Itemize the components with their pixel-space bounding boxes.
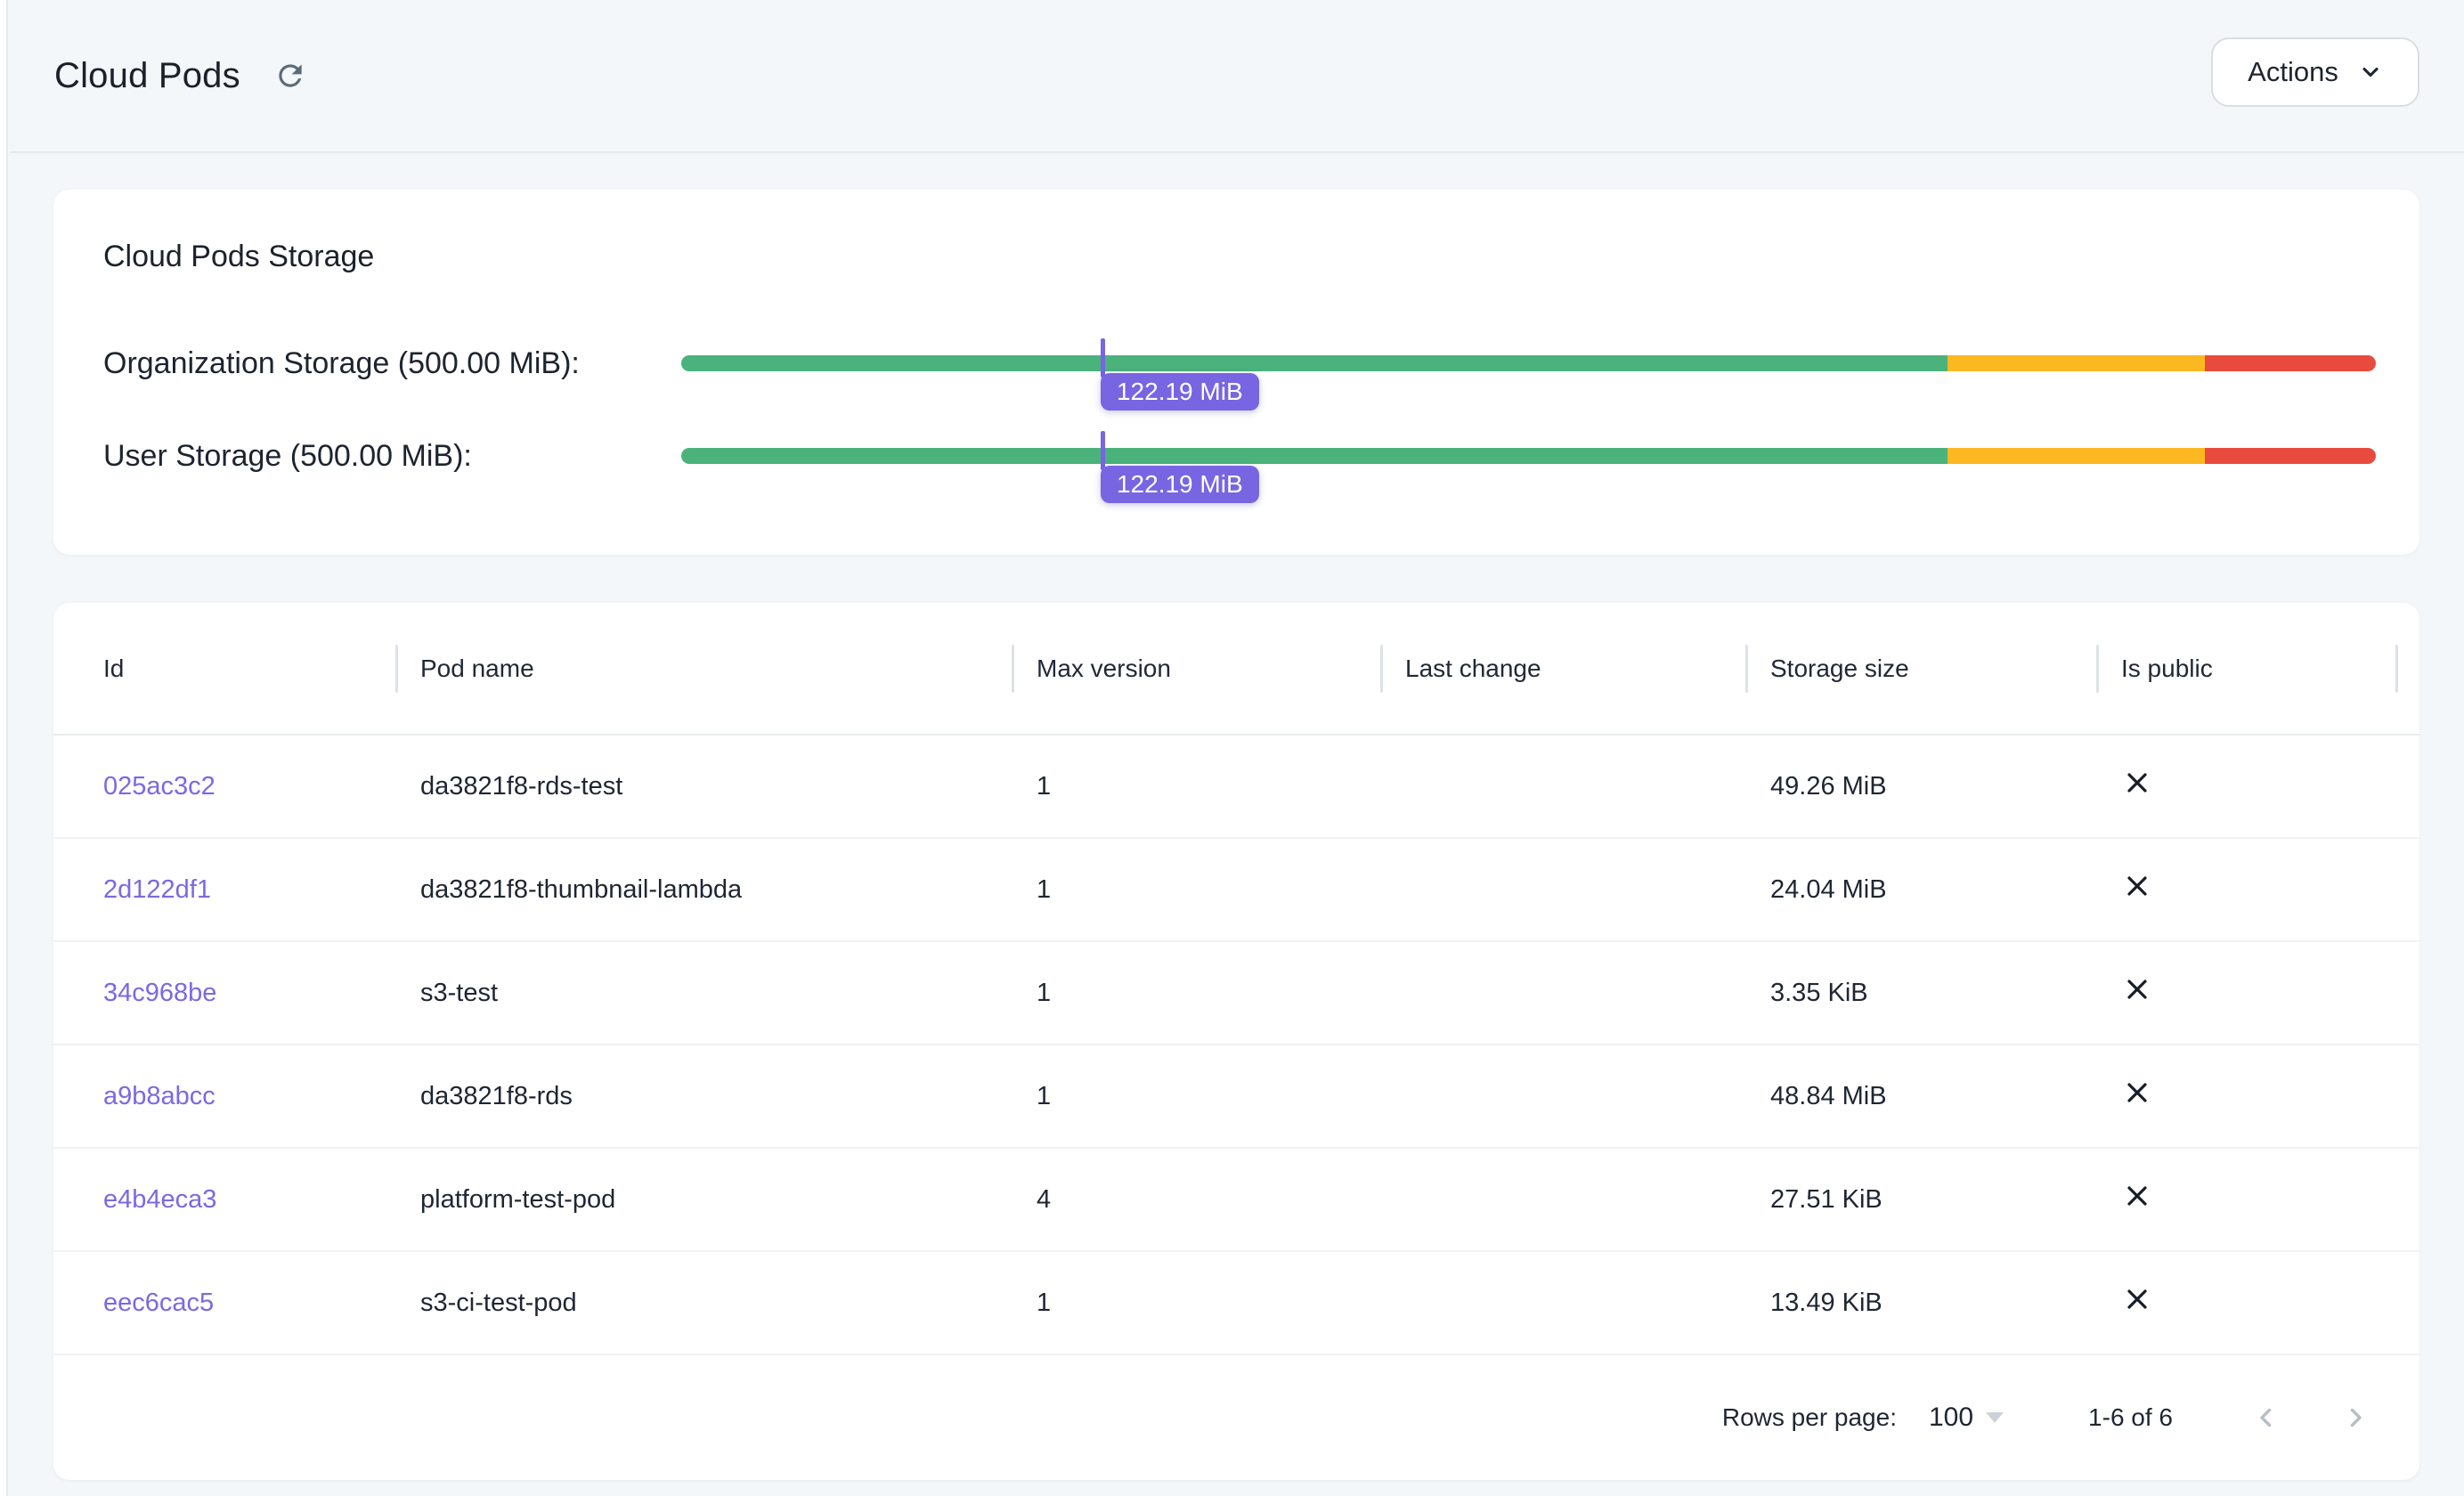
- gauge-red-segment: [2204, 448, 2376, 464]
- table-row: 34c968be s3-test 1 3.35 KiB: [53, 942, 2419, 1045]
- chevron-right-icon: [2340, 1402, 2370, 1433]
- max-version-cell: 1: [1037, 874, 1052, 904]
- pod-name-cell: s3-test: [420, 978, 499, 1007]
- table-row: eec6cac5 s3-ci-test-pod 1 13.49 KiB: [53, 1252, 2419, 1355]
- storage-gauge-track: [681, 355, 2376, 371]
- storage-size-cell: 3.35 KiB: [1770, 978, 1868, 1007]
- pod-id-link[interactable]: eec6cac5: [103, 1288, 215, 1317]
- column-header-max-version: Max version: [1012, 654, 1380, 683]
- gauge-green-segment: [681, 448, 1948, 464]
- pod-id-link[interactable]: e4b4eca3: [103, 1184, 217, 1214]
- column-header-is-public: Is public: [2096, 654, 2419, 683]
- cloud-pods-storage-card: Cloud Pods Storage Organization Storage …: [53, 190, 2419, 555]
- pod-name-cell: da3821f8-rds-test: [420, 771, 623, 801]
- pod-id-link[interactable]: 025ac3c2: [103, 771, 215, 801]
- organization-storage-label: Organization Storage (500.00 MiB):: [103, 346, 580, 380]
- pod-id-link[interactable]: 2d122df1: [103, 874, 211, 904]
- not-public-close-icon: [2121, 1283, 2153, 1315]
- actions-button[interactable]: Actions: [2211, 37, 2419, 107]
- previous-page-button[interactable]: [2249, 1400, 2284, 1435]
- table-row: e4b4eca3 platform-test-pod 4 27.51 KiB: [53, 1149, 2419, 1252]
- max-version-cell: 1: [1037, 1081, 1052, 1110]
- page-header: Cloud Pods Actions: [10, 0, 2464, 153]
- column-header-last-change: Last change: [1380, 654, 1745, 683]
- gauge-amber-segment: [1947, 355, 2205, 371]
- user-storage-row: User Storage (500.00 MiB): 122.19 MiB: [103, 431, 2376, 503]
- page-title: Cloud Pods: [54, 55, 240, 95]
- rows-per-page-select[interactable]: 100: [1928, 1402, 2005, 1433]
- max-version-cell: 1: [1037, 771, 1052, 801]
- not-public-close-icon: [2121, 1180, 2153, 1212]
- next-page-button[interactable]: [2338, 1400, 2373, 1435]
- user-storage-gauge: 122.19 MiB: [681, 431, 2376, 503]
- pod-name-cell: da3821f8-rds: [420, 1081, 573, 1110]
- table-row: 2d122df1 da3821f8-thumbnail-lambda 1 24.…: [53, 839, 2419, 942]
- pod-name-cell: s3-ci-test-pod: [420, 1288, 577, 1317]
- rows-per-page-label: Rows per page:: [1721, 1403, 1897, 1431]
- refresh-button[interactable]: [269, 54, 312, 97]
- column-header-id: Id: [103, 654, 125, 682]
- rows-per-page-value: 100: [1928, 1402, 1974, 1432]
- usage-tooltip: 122.19 MiB: [1100, 466, 1259, 503]
- not-public-close-icon: [2121, 1077, 2153, 1109]
- cloud-pods-table-card: Id Pod name Max version Last change Stor…: [53, 603, 2419, 1480]
- storage-size-cell: 27.51 KiB: [1770, 1184, 1883, 1214]
- column-header-pod-name: Pod name: [395, 654, 1012, 683]
- pod-name-cell: da3821f8-thumbnail-lambda: [420, 874, 743, 904]
- actions-button-label: Actions: [2248, 56, 2338, 87]
- gauge-green-segment: [681, 355, 1948, 371]
- storage-size-cell: 24.04 MiB: [1770, 874, 1887, 904]
- not-public-close-icon: [2121, 767, 2153, 799]
- storage-card-title: Cloud Pods Storage: [103, 240, 375, 273]
- chevron-left-icon: [2251, 1402, 2281, 1433]
- content-left-edge: [0, 0, 8, 1496]
- storage-size-cell: 49.26 MiB: [1770, 771, 1887, 801]
- max-version-cell: 1: [1037, 1288, 1052, 1317]
- max-version-cell: 1: [1037, 978, 1052, 1007]
- gauge-amber-segment: [1947, 448, 2205, 464]
- storage-size-cell: 48.84 MiB: [1770, 1081, 1887, 1110]
- pod-name-cell: platform-test-pod: [420, 1184, 616, 1214]
- not-public-close-icon: [2121, 870, 2153, 902]
- organization-storage-row: Organization Storage (500.00 MiB): 122.1…: [103, 338, 2376, 411]
- refresh-icon: [273, 59, 307, 93]
- organization-storage-gauge: 122.19 MiB: [681, 338, 2376, 411]
- usage-marker-tick: [1100, 431, 1105, 470]
- column-header-storage-size: Storage size: [1745, 654, 2096, 683]
- usage-marker-tick: [1100, 338, 1105, 378]
- table-row: 025ac3c2 da3821f8-rds-test 1 49.26 MiB: [53, 736, 2419, 839]
- user-storage-label: User Storage (500.00 MiB):: [103, 438, 472, 473]
- table-header-row: Id Pod name Max version Last change Stor…: [53, 603, 2419, 736]
- storage-size-cell: 13.49 KiB: [1770, 1288, 1883, 1317]
- chevron-down-icon: [2358, 60, 2383, 85]
- not-public-close-icon: [2121, 973, 2153, 1005]
- gauge-red-segment: [2204, 355, 2376, 371]
- select-caret-icon: [1986, 1412, 2005, 1423]
- usage-tooltip: 122.19 MiB: [1100, 373, 1259, 411]
- table-pagination: Rows per page: 100 1-6 of 6: [53, 1355, 2419, 1480]
- pod-id-link[interactable]: a9b8abcc: [103, 1081, 215, 1110]
- pagination-range-label: 1-6 of 6: [2088, 1403, 2173, 1431]
- max-version-cell: 4: [1037, 1184, 1052, 1214]
- pod-id-link[interactable]: 34c968be: [103, 978, 217, 1007]
- storage-gauge-track: [681, 448, 2376, 464]
- table-row: a9b8abcc da3821f8-rds 1 48.84 MiB: [53, 1045, 2419, 1149]
